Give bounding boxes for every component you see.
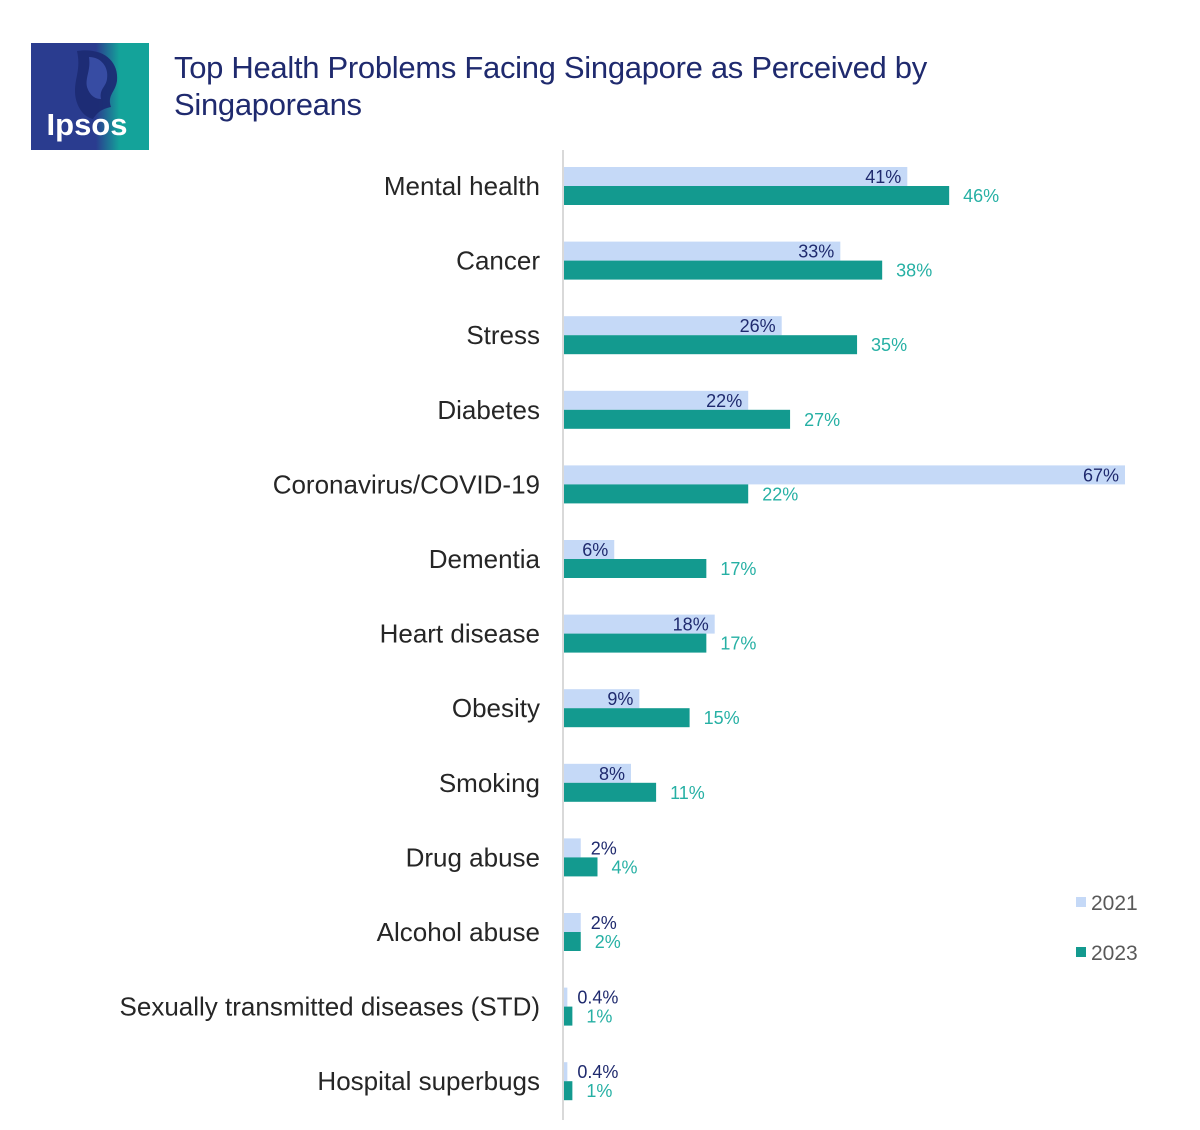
bar-2021 bbox=[564, 913, 581, 932]
data-label-2021: 33% bbox=[798, 242, 834, 262]
data-label-2023: 38% bbox=[896, 261, 932, 281]
data-label-2023: 1% bbox=[586, 1007, 612, 1027]
data-label-2021: 6% bbox=[582, 540, 608, 560]
bar-2021 bbox=[564, 540, 615, 559]
logo-text: Ipsos bbox=[47, 107, 128, 142]
data-label-2021: 22% bbox=[706, 391, 742, 411]
category-label: Diabetes bbox=[437, 395, 540, 425]
bar-2021 bbox=[564, 1062, 568, 1082]
bar-2023 bbox=[564, 335, 858, 355]
data-label-2021: 8% bbox=[599, 764, 625, 784]
chart-title: Top Health Problems Facing Singapore as … bbox=[174, 50, 927, 122]
bar-2023 bbox=[564, 932, 581, 951]
bar-2023 bbox=[564, 782, 657, 802]
bar-2021 bbox=[564, 763, 631, 783]
data-label-2023: 4% bbox=[611, 857, 637, 877]
data-label-2021: 2% bbox=[591, 838, 617, 858]
category-label: Smoking bbox=[439, 768, 540, 798]
category-label: Hospital superbugs bbox=[317, 1066, 540, 1096]
data-label-2021: 2% bbox=[591, 913, 617, 933]
data-label-2023: 11% bbox=[670, 783, 705, 803]
data-label-2023: 46% bbox=[963, 186, 999, 206]
ipsos-logo-mark: Ipsos bbox=[31, 43, 149, 150]
category-label: Cancer bbox=[456, 246, 540, 276]
bar-2021 bbox=[564, 316, 782, 336]
data-label-2021: 9% bbox=[607, 689, 633, 709]
bar-2023 bbox=[564, 409, 791, 429]
category-label: Dementia bbox=[429, 544, 541, 574]
bar-2021 bbox=[564, 390, 749, 410]
bar-2021 bbox=[564, 167, 908, 186]
data-label-2021: 26% bbox=[740, 316, 776, 336]
data-label-2021: 0.4% bbox=[577, 1062, 618, 1082]
bar-2023 bbox=[564, 559, 707, 578]
bar-2021 bbox=[564, 465, 1125, 485]
legend-label-2021: 2021 bbox=[1091, 892, 1138, 915]
data-label-2023: 15% bbox=[704, 708, 740, 728]
ipsos-logo: Ipsos bbox=[31, 43, 149, 150]
bar-2023 bbox=[564, 633, 707, 653]
bar-2023 bbox=[564, 186, 950, 205]
legend-swatch-2021 bbox=[1076, 897, 1086, 907]
data-label-2023: 22% bbox=[762, 484, 798, 504]
data-label-2023: 35% bbox=[871, 335, 907, 355]
category-label: Heart disease bbox=[380, 619, 540, 649]
category-label: Stress bbox=[466, 320, 540, 350]
data-label-2021: 0.4% bbox=[577, 988, 618, 1008]
bar-2023 bbox=[564, 260, 883, 280]
category-label: Obesity bbox=[452, 693, 540, 723]
data-label-2021: 67% bbox=[1083, 465, 1119, 485]
data-label-2023: 2% bbox=[595, 932, 621, 952]
category-label: Sexually transmitted diseases (STD) bbox=[120, 992, 540, 1022]
data-label-2023: 1% bbox=[586, 1081, 612, 1101]
bar-2021 bbox=[564, 689, 640, 709]
data-label-2021: 41% bbox=[865, 167, 901, 187]
category-label: Mental health bbox=[384, 171, 540, 201]
bar-2021 bbox=[564, 838, 581, 858]
bar-2023 bbox=[564, 708, 690, 728]
data-label-2023: 17% bbox=[720, 634, 756, 654]
bar-2023 bbox=[564, 484, 749, 504]
category-label: Alcohol abuse bbox=[377, 917, 540, 947]
data-label-2023: 27% bbox=[804, 410, 840, 430]
legend-label-2023: 2023 bbox=[1091, 942, 1138, 965]
bar-2021 bbox=[564, 987, 568, 1007]
category-label: Drug abuse bbox=[406, 842, 540, 872]
legend-swatch-2023 bbox=[1076, 947, 1086, 957]
bar-2023 bbox=[564, 857, 598, 877]
bar-2021 bbox=[564, 614, 715, 634]
data-label-2021: 18% bbox=[673, 615, 709, 635]
data-label-2023: 17% bbox=[720, 559, 756, 579]
bar-2021 bbox=[564, 241, 841, 261]
category-label: Coronavirus/COVID-19 bbox=[273, 469, 540, 499]
bar-2023 bbox=[564, 1081, 573, 1101]
bar-2023 bbox=[564, 1006, 573, 1026]
